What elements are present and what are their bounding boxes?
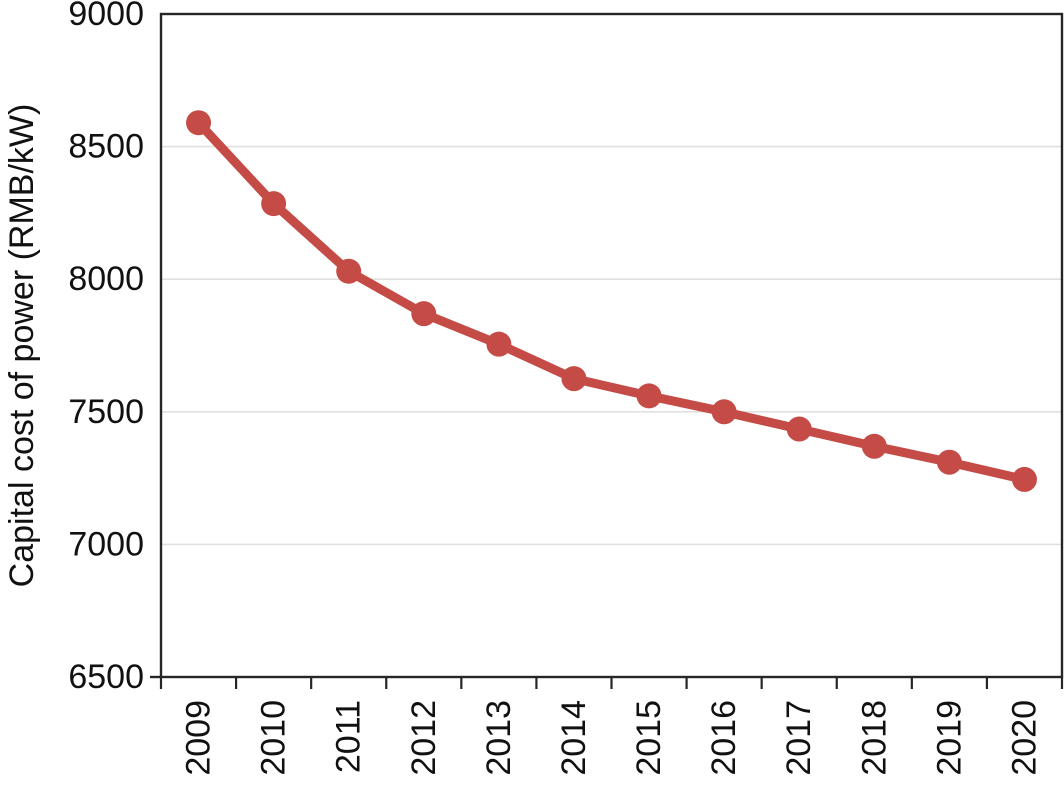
x-tick-label-2017: 2017 <box>780 700 818 776</box>
x-tick-label-2018: 2018 <box>855 700 893 776</box>
data-point-2011 <box>336 258 362 284</box>
x-tick-label-2011: 2011 <box>330 700 368 773</box>
data-point-2016 <box>711 399 737 425</box>
x-tick-label-2015: 2015 <box>630 700 668 776</box>
x-tick-label-2012: 2012 <box>405 700 443 776</box>
x-tick-label-2013: 2013 <box>480 700 518 776</box>
x-tick-label-2010: 2010 <box>255 700 293 776</box>
data-point-2014 <box>561 366 587 392</box>
y-axis-title: Capital cost of power (RMB/kW) <box>3 104 41 588</box>
data-line <box>194 118 1029 484</box>
x-tick-label-2009: 2009 <box>180 700 218 776</box>
data-point-2015 <box>636 383 662 409</box>
y-tick-label-9000: 9000 <box>68 0 144 33</box>
y-tick-label-7000: 7000 <box>68 525 144 563</box>
x-tick-label-2019: 2019 <box>930 700 968 776</box>
y-tick-label-7500: 7500 <box>68 393 144 431</box>
data-point-2009 <box>186 110 212 136</box>
x-tick-label-2014: 2014 <box>555 700 593 776</box>
data-point-2019 <box>936 449 962 475</box>
y-tick-label-6500: 6500 <box>68 658 144 696</box>
y-tick-label-8000: 8000 <box>68 260 144 298</box>
data-point-2018 <box>861 433 887 459</box>
data-point-2013 <box>486 331 512 357</box>
x-tick-label-2016: 2016 <box>705 700 743 776</box>
y-tick-label-8500: 8500 <box>68 128 144 166</box>
data-point-2020 <box>1011 466 1037 492</box>
data-point-2017 <box>786 416 812 442</box>
data-point-2012 <box>411 301 437 327</box>
x-tick-label-2020: 2020 <box>1005 700 1043 776</box>
data-point-2010 <box>261 191 287 217</box>
